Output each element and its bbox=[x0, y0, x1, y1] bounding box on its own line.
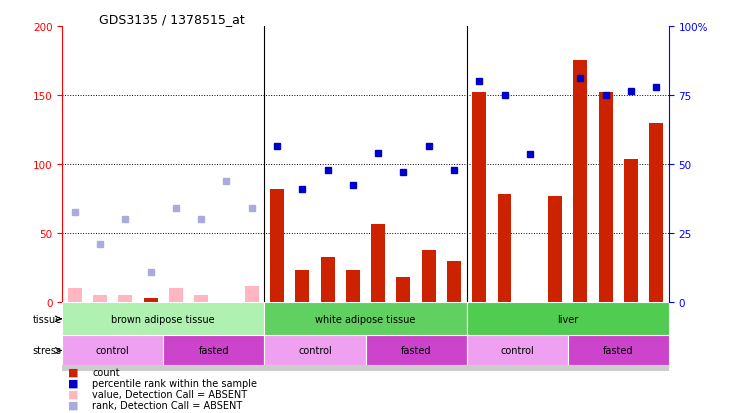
Bar bbox=[466, 303, 492, 371]
Text: fasted: fasted bbox=[199, 346, 229, 356]
Text: ■: ■ bbox=[68, 399, 79, 410]
Bar bbox=[593, 303, 618, 371]
Bar bbox=[466, 336, 568, 366]
Text: tissue: tissue bbox=[32, 314, 61, 324]
Bar bbox=[340, 303, 366, 371]
Text: ■: ■ bbox=[68, 378, 79, 388]
Bar bbox=[442, 303, 466, 371]
Bar bbox=[498, 195, 512, 303]
Bar bbox=[618, 303, 643, 371]
Text: fasted: fasted bbox=[401, 346, 431, 356]
Bar bbox=[289, 303, 315, 371]
Bar bbox=[265, 303, 466, 336]
Text: count: count bbox=[92, 367, 120, 377]
Text: stress: stress bbox=[33, 346, 61, 356]
Bar bbox=[213, 303, 239, 371]
Bar bbox=[62, 336, 163, 366]
Bar bbox=[573, 61, 587, 303]
Bar bbox=[189, 303, 213, 371]
Bar bbox=[315, 303, 340, 371]
Bar bbox=[270, 190, 284, 303]
Bar bbox=[245, 286, 259, 303]
Text: rank, Detection Call = ABSENT: rank, Detection Call = ABSENT bbox=[92, 399, 243, 410]
Text: control: control bbox=[500, 346, 534, 356]
Bar bbox=[492, 303, 518, 371]
Bar bbox=[118, 296, 132, 303]
Bar bbox=[62, 303, 265, 336]
Bar bbox=[649, 123, 663, 303]
Bar bbox=[163, 336, 265, 366]
Bar bbox=[113, 303, 138, 371]
Text: GDS3135 / 1378515_at: GDS3135 / 1378515_at bbox=[99, 13, 244, 26]
Text: liver: liver bbox=[557, 314, 578, 324]
Bar bbox=[194, 296, 208, 303]
Bar bbox=[643, 303, 669, 371]
Text: ■: ■ bbox=[68, 389, 79, 399]
Text: fasted: fasted bbox=[603, 346, 634, 356]
Bar bbox=[466, 303, 669, 336]
Text: control: control bbox=[96, 346, 129, 356]
Bar bbox=[144, 299, 158, 303]
Bar bbox=[366, 303, 391, 371]
Bar bbox=[371, 224, 385, 303]
Text: brown adipose tissue: brown adipose tissue bbox=[111, 314, 215, 324]
Bar bbox=[447, 261, 461, 303]
Bar bbox=[422, 250, 436, 303]
Bar bbox=[366, 336, 466, 366]
Bar bbox=[346, 271, 360, 303]
Bar bbox=[265, 336, 366, 366]
Bar bbox=[548, 197, 562, 303]
Bar bbox=[68, 289, 82, 303]
Bar bbox=[88, 303, 113, 371]
Text: value, Detection Call = ABSENT: value, Detection Call = ABSENT bbox=[92, 389, 248, 399]
Bar bbox=[93, 296, 107, 303]
Text: ■: ■ bbox=[68, 367, 79, 377]
Bar bbox=[62, 303, 88, 371]
Bar bbox=[169, 289, 183, 303]
Bar bbox=[396, 278, 410, 303]
Bar bbox=[568, 336, 669, 366]
Text: white adipose tissue: white adipose tissue bbox=[315, 314, 416, 324]
Bar bbox=[265, 303, 289, 371]
Bar bbox=[295, 271, 309, 303]
Bar bbox=[138, 303, 163, 371]
Text: percentile rank within the sample: percentile rank within the sample bbox=[92, 378, 257, 388]
Bar bbox=[518, 303, 542, 371]
Bar bbox=[321, 257, 335, 303]
Bar bbox=[163, 303, 189, 371]
Bar bbox=[542, 303, 568, 371]
Bar bbox=[568, 303, 593, 371]
Bar bbox=[239, 303, 265, 371]
Bar bbox=[624, 159, 638, 303]
Text: control: control bbox=[298, 346, 332, 356]
Bar bbox=[391, 303, 416, 371]
Bar bbox=[472, 93, 486, 303]
Bar bbox=[599, 93, 613, 303]
Bar bbox=[416, 303, 442, 371]
